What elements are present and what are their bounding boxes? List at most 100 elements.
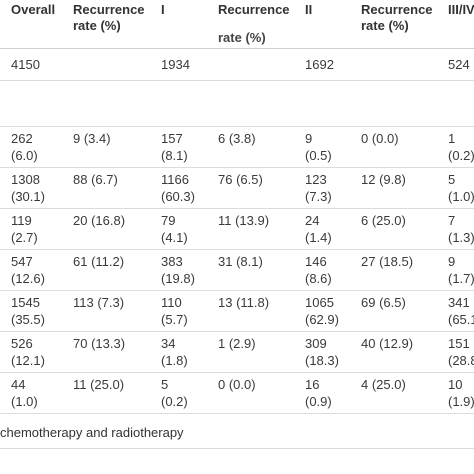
table-cell-stage3-count: 1 (448, 131, 456, 146)
table-cell-overall-count: 262 (11, 131, 33, 146)
table-cell-stage1-pct: (5.7) (161, 312, 188, 327)
table-cell-overall-count: 1308 (11, 172, 40, 187)
total-overall: 4150 (11, 57, 40, 72)
table-cell-rec2: 6 (3.8) (218, 131, 256, 146)
table-cell-rec3: 6 (25.0) (361, 213, 406, 228)
table-cell-stage3-count: 9 (448, 254, 456, 269)
table-cell-rec2: 13 (11.8) (218, 295, 270, 310)
table-cell-stage1-count: 383 (161, 254, 183, 269)
table-cell-stage2-pct: (0.9) (305, 394, 332, 409)
table-cell-rec3: 4 (25.0) (361, 377, 406, 392)
table-cell-overall-pct: (2.7) (11, 230, 38, 245)
table-cell-stage1-count: 5 (161, 377, 169, 392)
col-header-overall: Overall (11, 2, 56, 17)
table-cell-overall-count: 526 (11, 336, 33, 351)
total-stage-3-4: 524 (448, 57, 470, 72)
header-row (0, 0, 474, 49)
footnote-divider (0, 448, 474, 449)
total-stage-2: 1692 (305, 57, 334, 72)
col-header-recurrence-2-line2: rate (%) (218, 30, 266, 45)
table-cell-rec2: 11 (13.9) (218, 213, 270, 228)
table-cell-rec1: 61 (11.2) (73, 254, 125, 269)
table-row-empty (0, 81, 474, 127)
table-cell-rec3: 40 (12.9) (361, 336, 414, 351)
table-footnote: chemotherapy and radiotherapy (0, 425, 184, 440)
table-cell-stage2-pct: (7.3) (305, 189, 332, 204)
table-cell-stage1-count: 1166 (161, 172, 189, 187)
table-cell-stage2-count: 309 (305, 336, 327, 351)
table-cell-overall-pct: (1.0) (11, 394, 38, 409)
table-cell-rec2: 1 (2.9) (218, 336, 256, 351)
table-cell-stage2-count: 24 (305, 213, 320, 228)
table-row (0, 168, 474, 209)
table-cell-stage3-count: 10 (448, 377, 463, 392)
table-cell-rec1: 70 (13.3) (73, 336, 126, 351)
table-cell-rec1: 88 (6.7) (73, 172, 118, 187)
table-cell-overall-pct: (6.0) (11, 148, 38, 163)
table-cell-rec1: 11 (25.0) (73, 377, 125, 392)
table-cell-rec1: 113 (7.3) (73, 295, 125, 310)
table-cell-rec3: 12 (9.8) (361, 172, 406, 187)
table-cell-stage1-count: 34 (161, 336, 176, 351)
table-cell-overall-count: 44 (11, 377, 26, 392)
table-cell-stage1-pct: (60.3) (161, 189, 195, 204)
table-cell-stage2-pct: (0.5) (305, 148, 332, 163)
table-cell-rec2: 31 (8.1) (218, 254, 263, 269)
col-header-recurrence-1-line1: Recurrence (73, 2, 145, 17)
table-cell-overall-pct: (12.1) (11, 353, 45, 368)
table-cell-stage3-pct: (0.2) (448, 148, 474, 163)
table-cell-stage1-pct: (8.1) (161, 148, 188, 163)
table-cell-stage3-pct: (1.9) (448, 394, 474, 409)
table-cell-stage3-pct: (1.3) (448, 230, 474, 245)
table-cell-stage2-pct: (1.4) (305, 230, 332, 245)
table-cell-stage1-pct: (4.1) (161, 230, 188, 245)
table-cell-stage2-pct: (8.6) (305, 271, 332, 286)
table-cell-stage3-pct: (1.0) (448, 189, 474, 204)
col-header-recurrence-2-line1: Recurrence (218, 2, 290, 17)
table-cell-overall-count: 119 (11, 213, 32, 228)
table-cell-stage1-count: 110 (161, 295, 182, 310)
table-cell-stage1-pct: (1.8) (161, 353, 188, 368)
table-cell-stage3-pct: (1.7) (448, 271, 474, 286)
col-header-recurrence-3-line2: rate (%) (361, 18, 409, 33)
col-header-recurrence-3-line1: Recurrence (361, 2, 433, 17)
table-cell-rec2: 76 (6.5) (218, 172, 263, 187)
table-cell-rec3: 27 (18.5) (361, 254, 414, 269)
table-cell-stage3-count: 341 (448, 295, 470, 310)
table-cell-rec2: 0 (0.0) (218, 377, 256, 392)
table-cell-stage3-pct: (28.8) (448, 353, 474, 368)
table-cell-overall-pct: (35.5) (11, 312, 45, 327)
table-cell-overall-pct: (12.6) (11, 271, 45, 286)
table-cell-rec3: 0 (0.0) (361, 131, 399, 146)
table-cell-stage2-pct: (62.9) (305, 312, 339, 327)
table-cell-rec1: 9 (3.4) (73, 131, 111, 146)
table-row (0, 209, 474, 250)
table-cell-overall-count: 547 (11, 254, 33, 269)
col-header-stage-2: II (305, 2, 313, 17)
table-row (0, 250, 474, 291)
table-cell-rec3: 69 (6.5) (361, 295, 406, 310)
table-cell-stage2-count: 16 (305, 377, 320, 392)
table-cell-stage3-pct: (65.1) (448, 312, 474, 327)
col-header-recurrence-1-line2: rate (%) (73, 18, 121, 33)
table-cell-stage3-count: 151 (448, 336, 470, 351)
table-row (0, 291, 474, 332)
col-header-stage-1: I (161, 2, 165, 17)
table-cell-stage1-pct: (0.2) (161, 394, 188, 409)
table-cell-stage2-count: 1065 (305, 295, 334, 310)
table-cell-stage3-count: 5 (448, 172, 456, 187)
table-row-totals (0, 48, 474, 81)
table-cell-overall-count: 1545 (11, 295, 40, 310)
table-cell-stage1-count: 157 (161, 131, 183, 146)
col-header-stage-3-4: III/IV (448, 2, 474, 17)
table-cell-stage1-pct: (19.8) (161, 271, 195, 286)
table-row (0, 127, 474, 168)
table-cell-stage2-count: 9 (305, 131, 313, 146)
table-cell-stage1-count: 79 (161, 213, 176, 228)
table-cell-stage3-count: 7 (448, 213, 456, 228)
table-cell-stage2-count: 146 (305, 254, 327, 269)
table-row (0, 373, 474, 414)
table-cell-rec1: 20 (16.8) (73, 213, 126, 228)
table-cell-stage2-pct: (18.3) (305, 353, 339, 368)
table-cell-stage2-count: 123 (305, 172, 327, 187)
